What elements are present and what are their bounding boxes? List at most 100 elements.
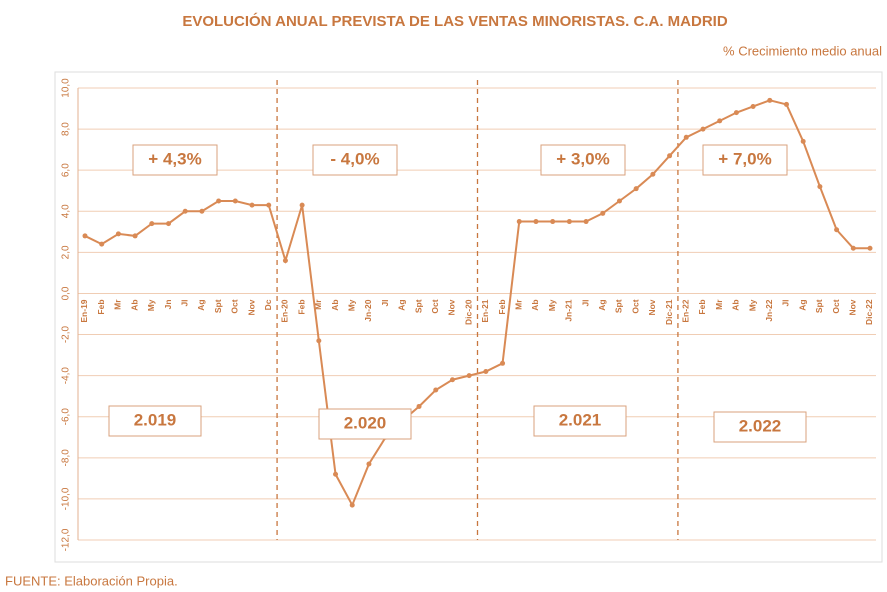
y-tick-label: 4,0: [61, 204, 72, 218]
point: [282, 258, 288, 264]
y-tick-label: 0,0: [61, 286, 72, 300]
point: [466, 373, 472, 379]
y-tick-label: -2,0: [61, 325, 72, 343]
x-tick-label: My: [747, 299, 757, 311]
x-tick-label: Mr: [514, 299, 524, 310]
point: [850, 245, 856, 251]
source: FUENTE: Elaboración Propia.: [5, 573, 178, 588]
y-tick-label: -10,0: [61, 487, 72, 510]
point: [817, 184, 823, 190]
annotation: + 3,0%: [556, 149, 609, 168]
chart-subtitle: % Crecimiento medio anual: [723, 43, 882, 58]
point: [199, 208, 205, 214]
year-box: [108, 405, 202, 437]
x-tick-label: Feb: [296, 299, 306, 314]
x-tick-label: Ag: [797, 299, 807, 310]
annotation: - 4,0%: [330, 149, 379, 168]
y-tick-label: 2,0: [61, 245, 72, 259]
x-tick-label: Ab: [530, 299, 540, 310]
point: [182, 208, 188, 214]
year-box: [533, 405, 627, 437]
point: [216, 198, 222, 204]
point: [433, 387, 439, 393]
x-tick-label: Oct: [630, 299, 640, 313]
point: [533, 219, 539, 225]
chart-title: EVOLUCIÓN ANUAL PREVISTA DE LAS VENTAS M…: [182, 12, 727, 30]
x-tick-label: En-22: [681, 299, 691, 322]
point: [566, 219, 572, 225]
x-tick-label: Ab: [330, 299, 340, 310]
x-tick-label: Jl: [781, 299, 791, 306]
year-box: [713, 411, 807, 443]
point: [232, 198, 238, 204]
x-tick-label: Feb: [497, 299, 507, 314]
point: [99, 241, 105, 247]
x-tick-label: Ag: [597, 299, 607, 310]
point: [767, 97, 773, 103]
point: [132, 233, 138, 239]
year-label: 2.020: [344, 413, 387, 432]
x-tick-label: Dc: [263, 299, 273, 310]
y-tick-label: -12,0: [61, 528, 72, 551]
annotation: + 4,3%: [148, 149, 201, 168]
point: [834, 227, 840, 233]
x-tick-label: Nov: [848, 299, 858, 315]
x-tick-label: Jn-21: [564, 299, 574, 321]
point: [717, 118, 723, 124]
point: [266, 202, 272, 208]
point: [700, 126, 706, 132]
y-tick-label: 8,0: [61, 122, 72, 136]
x-tick-label: My: [346, 299, 356, 311]
x-tick-label: Mr: [113, 299, 123, 310]
x-tick-label: Ag: [397, 299, 407, 310]
point: [166, 221, 172, 227]
x-tick-label: Nov: [447, 299, 457, 315]
x-tick-label: Nov: [246, 299, 256, 315]
point: [366, 461, 372, 467]
point: [600, 210, 606, 216]
point: [449, 377, 455, 383]
x-tick-label: Dic-21: [664, 299, 674, 325]
y-tick-label: -8,0: [61, 449, 72, 467]
x-tick-label: En-19: [79, 299, 89, 322]
point: [783, 101, 789, 107]
point: [583, 219, 589, 225]
x-tick-label: Mr: [313, 299, 323, 310]
x-tick-label: En-21: [480, 299, 490, 322]
point: [115, 231, 121, 237]
point: [867, 245, 873, 251]
point: [349, 502, 355, 508]
x-tick-label: Feb: [96, 299, 106, 314]
x-tick-label: Oct: [831, 299, 841, 313]
point: [800, 138, 806, 144]
x-tick-label: Jn-22: [764, 299, 774, 321]
annotation-box: [132, 144, 218, 176]
year-label: 2.022: [739, 416, 782, 435]
point: [483, 369, 489, 375]
x-tick-label: Spt: [413, 299, 423, 313]
y-tick-label: -4,0: [61, 367, 72, 385]
point: [616, 198, 622, 204]
series-line: [84, 99, 870, 508]
y-tick-label: -6,0: [61, 408, 72, 426]
point: [299, 202, 305, 208]
x-tick-label: Ab: [731, 299, 741, 310]
x-tick-label: Oct: [230, 299, 240, 313]
annotation-box: [702, 144, 788, 176]
point: [249, 202, 255, 208]
x-tick-label: Nov: [647, 299, 657, 315]
point: [650, 171, 656, 177]
y-tick-label: 6,0: [61, 163, 72, 177]
year-label: 2.021: [559, 410, 602, 429]
x-tick-label: Ab: [129, 299, 139, 310]
x-tick-label: Feb: [697, 299, 707, 314]
annotation: + 7,0%: [718, 149, 771, 168]
x-tick-label: Dic-20: [463, 299, 473, 325]
x-tick-label: Oct: [430, 299, 440, 313]
x-tick-label: Dic-22: [864, 299, 874, 325]
year-label: 2.019: [134, 410, 177, 429]
point: [633, 186, 639, 192]
point: [667, 153, 673, 159]
point: [82, 233, 88, 239]
